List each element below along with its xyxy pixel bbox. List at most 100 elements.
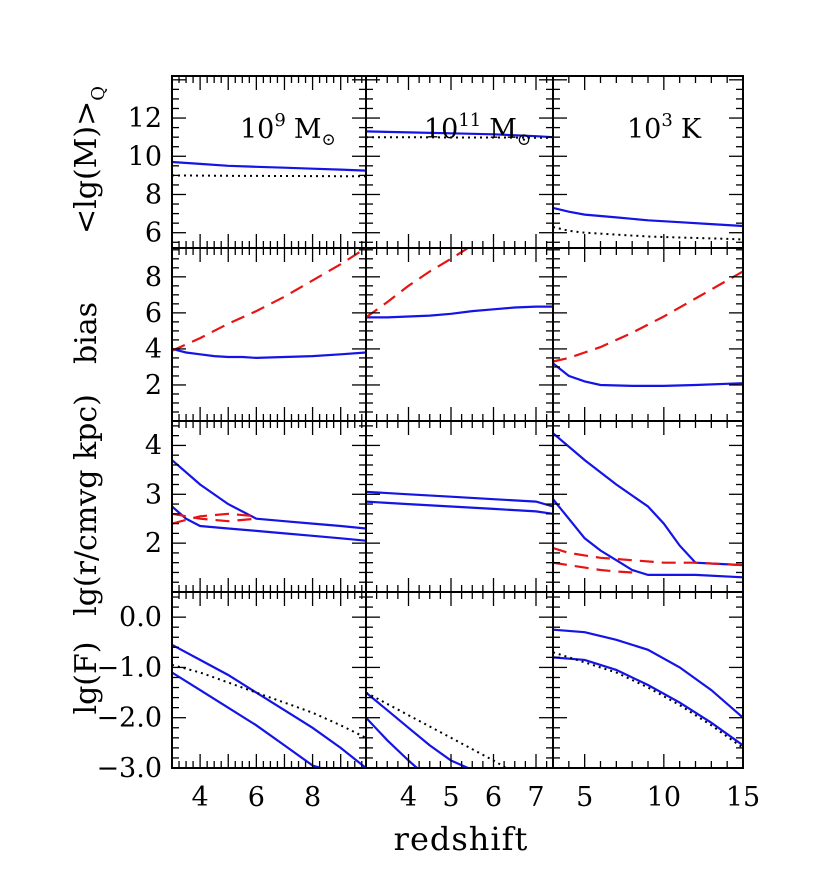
row-ylabel-1: bias <box>69 302 104 364</box>
panel-series-3-1 <box>366 691 507 768</box>
ylabel-text: lg(F) <box>69 641 104 714</box>
solid-series-line <box>553 656 743 747</box>
solid-series-line <box>366 130 553 139</box>
panel-series-2-0 <box>172 459 366 542</box>
y-tick-label: 2 <box>145 528 162 559</box>
panel-3-2 <box>552 591 744 769</box>
solid-series-line <box>172 160 366 172</box>
column-title-1: 1011 M⊙ <box>424 110 531 150</box>
dotted-series-line <box>172 663 366 739</box>
title-base: 10 <box>240 114 274 145</box>
panel-series-2-1 <box>366 490 553 515</box>
y-tick-label: −1.0 <box>96 652 162 683</box>
solid-series-line <box>553 628 743 719</box>
title-exponent: 3 <box>661 110 672 131</box>
dashed-series-line <box>366 248 469 319</box>
panel-frame <box>552 75 744 249</box>
panel-1-1 <box>365 247 554 422</box>
y-tick-label: 4 <box>145 430 162 461</box>
panel-frames <box>171 75 744 769</box>
solid-series-line <box>366 500 553 515</box>
x-tick-label: 4 <box>400 782 417 813</box>
y-tick-label: 2 <box>145 370 162 401</box>
column-title-2: 103 K <box>627 110 702 145</box>
ylabel-text: bias <box>69 302 104 364</box>
panel-frame <box>171 591 367 769</box>
x-tick-label: 5 <box>576 782 593 813</box>
y-tick-label: 3 <box>145 479 162 510</box>
panel-series-3-2 <box>553 628 743 749</box>
y-tick-label: 10 <box>128 141 162 172</box>
solid-series-line <box>366 691 469 768</box>
dashed-series-line <box>172 248 366 352</box>
panel-frame <box>171 420 367 593</box>
y-tick-label: −2.0 <box>96 703 162 734</box>
dashed-series-line <box>553 270 743 363</box>
panel-series-0-0 <box>172 160 366 178</box>
x-tick-label: 6 <box>485 782 502 813</box>
x-tick-label: 10 <box>647 782 681 813</box>
title-unit: M <box>489 114 517 145</box>
panel-2-0 <box>171 420 367 593</box>
row-ylabel-0: <lg(M)>Q <box>69 86 109 234</box>
row-ylabel-2: lg(r/cmvg kpc) <box>69 394 104 616</box>
ylabel-text: <lg(M)> <box>69 101 104 234</box>
solid-series-line <box>366 716 418 768</box>
panel-frame <box>552 591 744 769</box>
row-ylabel-3: lg(F) <box>69 641 104 714</box>
title-exponent: 9 <box>274 110 285 131</box>
dotted-series-line <box>172 174 366 178</box>
panel-frame <box>365 75 554 249</box>
panel-1-2 <box>552 247 744 422</box>
ylabel-subscript: Q <box>88 86 109 101</box>
y-tick-label: 4 <box>145 334 162 365</box>
column-title-0: 109 M⊙ <box>240 110 336 150</box>
series-layer <box>172 130 743 768</box>
title-base: 10 <box>424 114 458 145</box>
solid-series-line <box>553 206 743 228</box>
y-tick-label: 8 <box>145 262 162 293</box>
y-tick-label: 8 <box>145 179 162 210</box>
panel-frame <box>365 591 554 769</box>
solid-series-line <box>172 347 366 360</box>
title-symbol: ⊙ <box>517 130 531 150</box>
dashed-series-line <box>172 512 257 523</box>
x-tick-label: 15 <box>726 782 760 813</box>
panel-3-1 <box>365 591 554 769</box>
y-tick-label: 6 <box>145 298 162 329</box>
panel-series-0-2 <box>553 206 743 241</box>
solid-series-line <box>172 505 366 542</box>
title-symbol: ⊙ <box>321 130 335 150</box>
panel-series-1-2 <box>553 270 743 387</box>
title-base: 10 <box>627 114 661 145</box>
x-tick-label: 5 <box>442 782 459 813</box>
panel-0-2 <box>552 75 744 249</box>
y-tick-label: 12 <box>128 103 162 134</box>
solid-series-line <box>366 490 553 508</box>
panel-series-0-1 <box>366 130 553 139</box>
panel-3-0 <box>171 591 367 769</box>
title-exponent: 11 <box>458 110 481 131</box>
panel-frame <box>171 75 367 249</box>
y-tick-label: 6 <box>145 218 162 249</box>
panel-frame <box>171 247 367 422</box>
solid-series-line <box>366 305 553 319</box>
panel-1-0 <box>171 247 367 422</box>
solid-series-line <box>553 432 743 567</box>
title-unit: K <box>681 114 702 145</box>
panel-0-1 <box>365 75 554 249</box>
solid-series-line <box>553 362 743 387</box>
x-tick-label: 8 <box>304 782 321 813</box>
dotted-series-line <box>366 691 507 768</box>
panel-0-0 <box>171 75 367 249</box>
x-tick-label: 6 <box>248 782 265 813</box>
panel-series-2-2 <box>553 432 743 579</box>
x-tick-label: 4 <box>192 782 209 813</box>
dotted-series-line <box>553 651 743 749</box>
panel-series-3-0 <box>172 643 366 768</box>
title-unit: M <box>294 114 322 145</box>
dashed-series-line <box>172 512 257 525</box>
dashed-series-line <box>553 561 633 574</box>
